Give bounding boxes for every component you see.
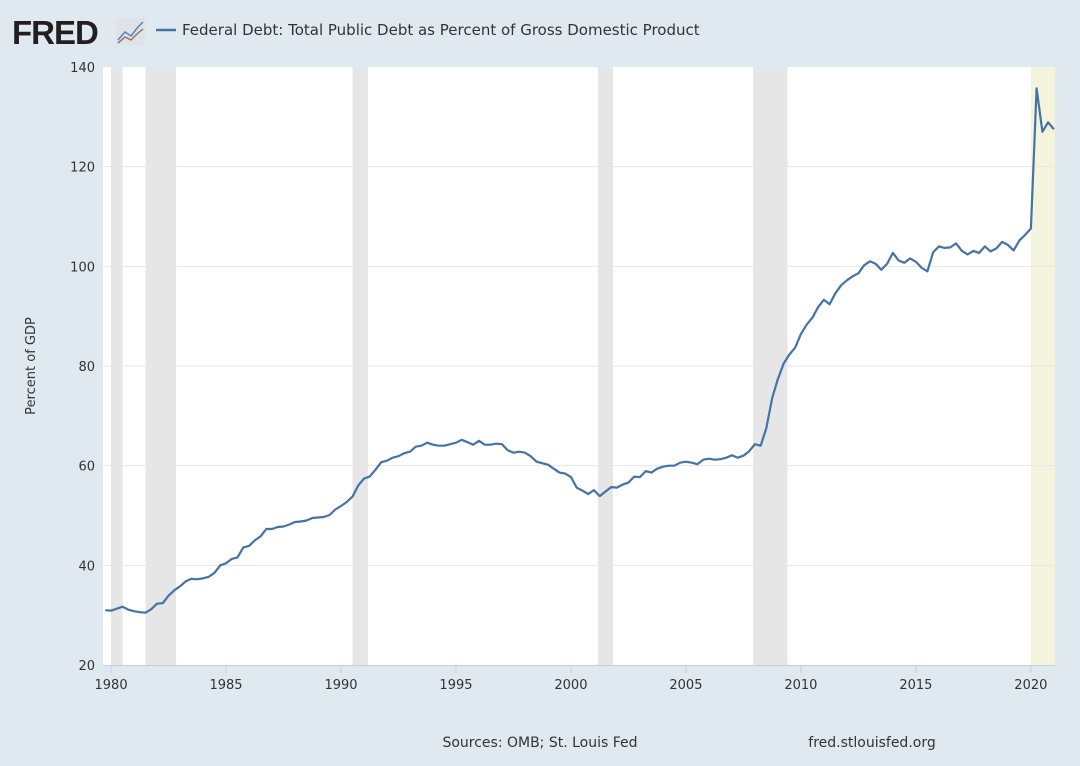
site-link[interactable]: fred.stlouisfed.org xyxy=(808,735,935,751)
x-tick-label: 1985 xyxy=(209,678,242,693)
x-tick-label: 1980 xyxy=(95,678,128,693)
legend-label: Federal Debt: Total Public Debt as Perce… xyxy=(182,21,700,39)
series-line[interactable] xyxy=(105,87,1055,614)
fred-logo-text: FRED xyxy=(12,14,98,51)
x-axis-ticks: 1980 1985 1990 1995 2000 2005 2010 2015 2020 xyxy=(95,665,1055,693)
x-tick-label: 2015 xyxy=(899,678,932,693)
y-tick-label: 120 xyxy=(70,161,95,176)
sources-text: Sources: OMB; St. Louis Fed xyxy=(442,735,637,751)
y-axis-label: Percent of GDP xyxy=(24,317,39,415)
y-tick-label: 80 xyxy=(78,360,95,375)
x-tick-label: 2005 xyxy=(669,678,702,693)
y-tick-label: 20 xyxy=(78,659,95,674)
y-axis-ticks: 20 40 60 80 100 120 140 xyxy=(70,61,95,674)
y-tick-label: 40 xyxy=(78,559,95,574)
site-link-text: fred.stlouisfed.org xyxy=(808,735,935,751)
fred-logo[interactable]: FRED xyxy=(12,14,145,51)
gridlines xyxy=(103,166,1055,566)
y-tick-label: 60 xyxy=(78,460,95,475)
chart-line-icon xyxy=(116,18,145,45)
x-tick-label: 1990 xyxy=(324,678,357,693)
x-tick-label: 2020 xyxy=(1014,678,1047,693)
x-tick-label: 2010 xyxy=(784,678,817,693)
y-tick-label: 140 xyxy=(70,61,95,76)
y-tick-label: 100 xyxy=(70,260,95,275)
x-tick-label: 1995 xyxy=(439,678,472,693)
x-tick-label: 2000 xyxy=(554,678,587,693)
